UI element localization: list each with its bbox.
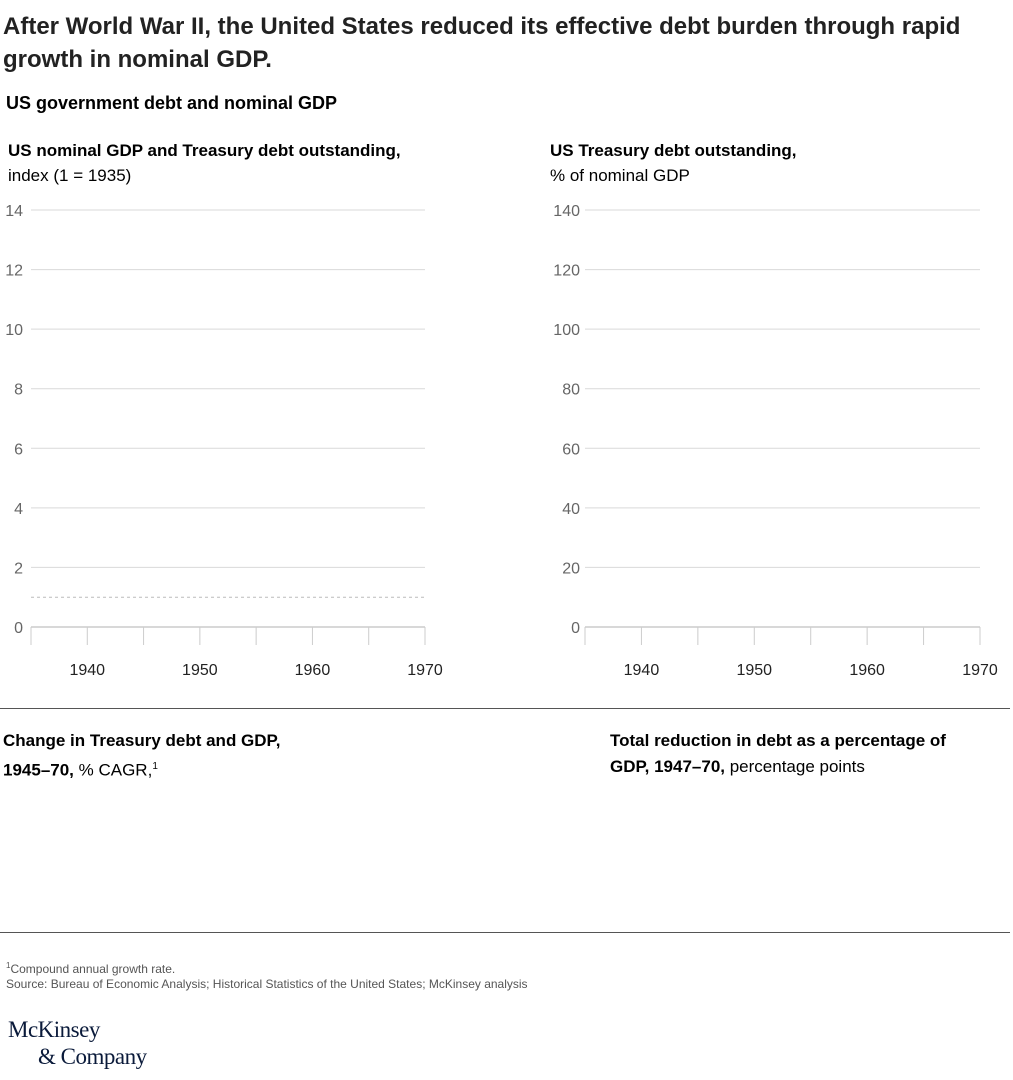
mckinsey-logo: McKinsey & Company xyxy=(8,1016,147,1070)
page-title: After World War II, the United States re… xyxy=(3,13,961,73)
y-tick-label: 100 xyxy=(553,322,580,339)
x-tick-label: 1970 xyxy=(407,662,443,679)
right-chart-unit: % of nominal GDP xyxy=(550,166,690,185)
y-tick-label: 140 xyxy=(553,203,580,220)
right-section-unit: percentage points xyxy=(725,757,865,776)
left-chart: 0 2 4 6 8 10 12 14 1940 1950 1960 1970 xyxy=(5,203,443,679)
y-tick-label: 120 xyxy=(553,263,580,280)
y-tick-label: 80 xyxy=(562,382,580,399)
source-note: Source: Bureau of Economic Analysis; His… xyxy=(6,977,528,991)
y-tick-label: 6 xyxy=(14,441,23,458)
left-section-unit: % CAGR, xyxy=(73,760,153,780)
x-tick-label: 1950 xyxy=(182,662,218,679)
y-tick-label: 12 xyxy=(5,263,23,280)
left-chart-unit: index (1 = 1935) xyxy=(8,166,132,185)
left-section-heading: Change in Treasury debt and GDP, 1945–70… xyxy=(3,728,303,784)
logo-line2: & Company xyxy=(38,1044,147,1069)
footnote: 1Compound annual growth rate. xyxy=(6,957,175,978)
footnote-sup: 1 xyxy=(6,961,11,970)
x-tick-label: 1960 xyxy=(849,662,885,679)
logo-line1: McKinsey xyxy=(8,1017,100,1042)
x-tick-label: 1940 xyxy=(624,662,660,679)
y-tick-label: 40 xyxy=(562,501,580,518)
y-tick-label: 10 xyxy=(5,322,23,339)
x-tick-label: 1970 xyxy=(962,662,998,679)
divider xyxy=(0,708,1010,709)
footnote-text: Compound annual growth rate. xyxy=(10,962,176,976)
chart-subtitle: US government debt and nominal GDP xyxy=(6,93,338,113)
x-tick-label: 1940 xyxy=(69,662,105,679)
y-tick-label: 20 xyxy=(562,560,580,577)
left-chart-title-text: US nominal GDP and Treasury debt outstan… xyxy=(8,141,401,160)
x-tick-label: 1950 xyxy=(736,662,772,679)
x-tick-label: 1960 xyxy=(295,662,331,679)
right-chart: 0 20 40 60 80 100 120 140 1940 1950 1960 1970 xyxy=(553,203,998,679)
left-section-bold: Change in Treasury debt and GDP, 1945–70… xyxy=(3,731,281,780)
y-tick-label: 0 xyxy=(571,620,580,637)
left-chart-title: US nominal GDP and Treasury debt outstan… xyxy=(8,138,401,188)
right-chart-title-text: US Treasury debt outstanding, xyxy=(550,141,797,160)
y-tick-label: 8 xyxy=(14,382,23,399)
y-tick-label: 4 xyxy=(14,501,23,518)
right-section-heading: Total reduction in debt as a percentage … xyxy=(610,728,990,780)
y-tick-label: 2 xyxy=(14,560,23,577)
footnote-marker: 1 xyxy=(152,761,158,772)
divider xyxy=(0,932,1010,933)
y-tick-label: 14 xyxy=(5,203,23,220)
right-chart-title: US Treasury debt outstanding, % of nomin… xyxy=(550,138,797,188)
y-tick-label: 60 xyxy=(562,441,580,458)
right-section-bold: Total reduction in debt as a percentage … xyxy=(610,731,946,776)
y-tick-label: 0 xyxy=(14,620,23,637)
